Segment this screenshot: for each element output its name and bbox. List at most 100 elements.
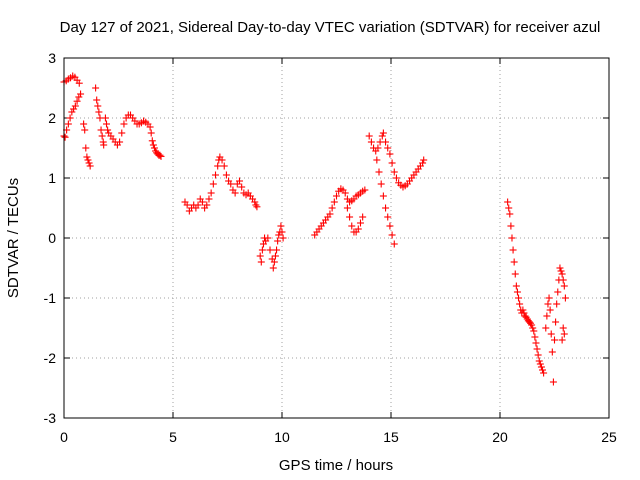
data-point xyxy=(326,210,334,218)
data-point xyxy=(504,198,512,206)
data-point xyxy=(529,324,537,332)
data-point xyxy=(384,213,392,221)
data-point xyxy=(93,96,101,104)
data-point xyxy=(203,201,211,209)
data-point xyxy=(256,252,264,260)
data-point xyxy=(116,138,124,146)
data-point xyxy=(343,204,351,212)
data-point xyxy=(333,192,340,200)
data-point xyxy=(386,150,394,158)
data-point xyxy=(231,189,239,197)
data-point xyxy=(275,231,283,239)
data-point xyxy=(70,105,78,113)
data-point xyxy=(507,222,515,230)
y-tick-label: 2 xyxy=(48,110,56,126)
x-tick-label: 25 xyxy=(601,429,617,445)
data-point xyxy=(520,309,528,317)
y-tick-label: -2 xyxy=(44,350,57,366)
data-point xyxy=(551,336,558,344)
y-tick-labels: -3 -2 -1 0 1 2 3 xyxy=(44,50,57,426)
y-tick-label: 1 xyxy=(48,170,56,186)
data-point xyxy=(235,177,243,185)
data-point xyxy=(220,162,228,170)
data-point xyxy=(75,93,83,101)
x-axis-label: GPS time / hours xyxy=(279,457,393,474)
data-point xyxy=(390,168,398,176)
data-point xyxy=(506,210,514,218)
data-point xyxy=(375,168,383,176)
data-point xyxy=(374,144,382,152)
x-tick-label: 5 xyxy=(169,429,177,445)
data-point xyxy=(509,246,517,254)
data-point xyxy=(359,213,367,221)
data-point xyxy=(377,180,385,188)
data-point xyxy=(533,345,541,353)
data-point xyxy=(511,270,519,278)
data-point xyxy=(147,129,155,137)
data-point xyxy=(560,330,568,338)
data-point xyxy=(543,312,551,320)
data-point xyxy=(270,258,278,266)
data-point xyxy=(346,213,354,221)
data-point xyxy=(561,294,569,302)
data-point xyxy=(104,126,112,134)
y-tick-label: -3 xyxy=(44,410,57,426)
data-point xyxy=(544,300,552,308)
data-point xyxy=(148,137,156,145)
data-point xyxy=(222,171,230,179)
data-point xyxy=(382,138,390,146)
data-point xyxy=(209,180,217,188)
data-point xyxy=(85,159,93,167)
data-point xyxy=(419,159,427,167)
data-point xyxy=(361,186,369,194)
data-point xyxy=(530,327,538,335)
data-point xyxy=(61,133,69,141)
data-point xyxy=(279,234,287,242)
data-point xyxy=(149,141,157,149)
data-point xyxy=(392,174,400,182)
data-point xyxy=(150,144,158,152)
x-tick-label: 20 xyxy=(492,429,508,445)
data-point xyxy=(257,258,265,266)
data-point xyxy=(95,108,103,116)
data-point xyxy=(194,201,202,209)
data-point xyxy=(157,152,165,160)
data-point xyxy=(535,357,543,365)
data-point xyxy=(356,219,364,227)
data-point xyxy=(367,138,375,146)
data-point xyxy=(92,84,100,92)
data-point xyxy=(379,192,387,200)
data-point xyxy=(258,246,266,254)
data-point xyxy=(546,306,554,314)
data-point xyxy=(253,203,261,211)
data-point xyxy=(77,90,85,98)
data-point xyxy=(156,151,164,159)
data-point xyxy=(330,198,338,206)
data-point xyxy=(82,144,90,152)
y-tick-label: 3 xyxy=(48,50,56,66)
data-point xyxy=(86,162,94,170)
data-point xyxy=(549,378,557,386)
data-point xyxy=(75,79,83,87)
y-tick-label: -1 xyxy=(44,290,57,306)
data-point xyxy=(553,300,561,308)
data-point xyxy=(64,120,72,128)
data-point xyxy=(559,324,567,332)
data-point xyxy=(557,267,565,275)
data-point xyxy=(278,228,286,236)
data-point xyxy=(547,330,555,338)
data-point xyxy=(510,258,518,266)
data-point xyxy=(531,333,539,341)
data-point xyxy=(532,339,540,347)
data-point xyxy=(386,222,394,230)
data-point xyxy=(271,252,279,260)
data-point xyxy=(505,204,513,212)
plot-frame xyxy=(63,57,610,419)
data-point xyxy=(218,156,226,164)
data-point xyxy=(81,126,89,134)
data-point xyxy=(556,264,564,272)
data-point xyxy=(559,276,567,284)
data-point xyxy=(354,225,362,233)
data-points xyxy=(60,72,569,386)
data-point xyxy=(84,156,92,164)
